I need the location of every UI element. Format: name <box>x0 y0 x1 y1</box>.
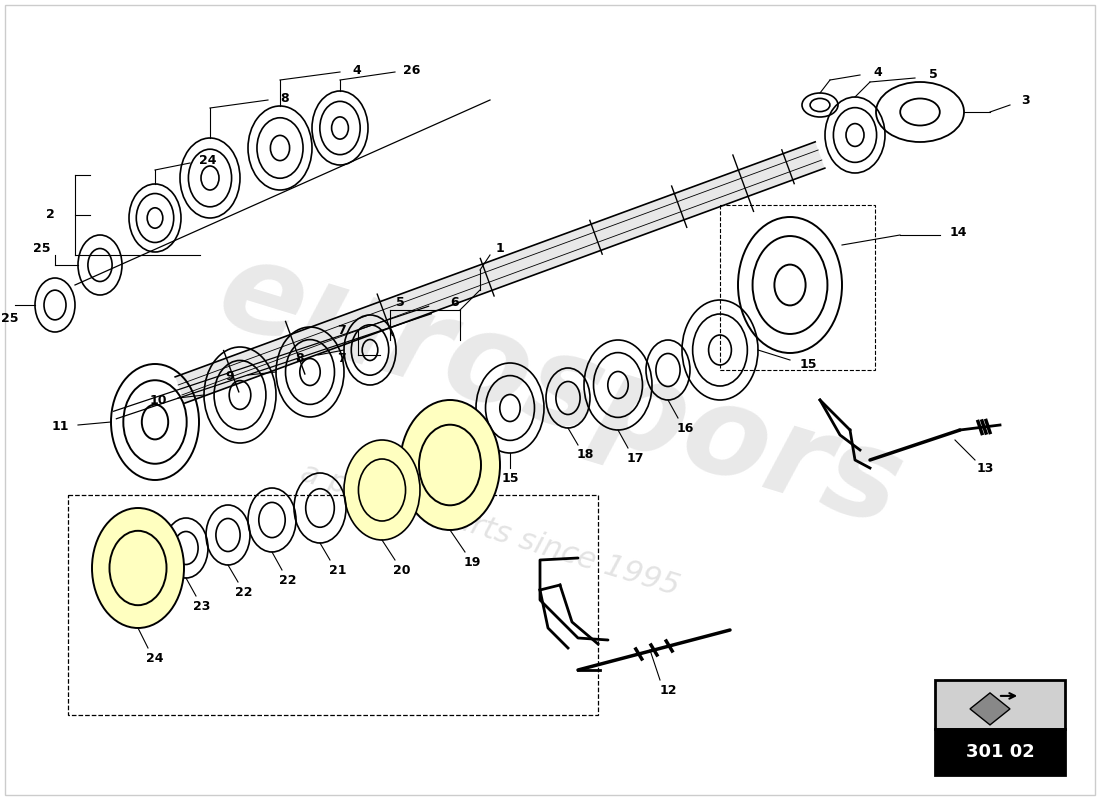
Bar <box>935 730 1065 775</box>
Text: 22: 22 <box>235 586 253 598</box>
Text: 9: 9 <box>226 370 234 383</box>
Text: 18: 18 <box>576 449 594 462</box>
Text: 6: 6 <box>451 297 460 310</box>
Ellipse shape <box>400 400 500 530</box>
Text: 25: 25 <box>1 311 19 325</box>
Text: 15: 15 <box>800 358 816 371</box>
Text: 7: 7 <box>338 351 346 365</box>
Text: 20: 20 <box>394 563 410 577</box>
Text: 4: 4 <box>873 66 882 78</box>
Text: 23: 23 <box>194 599 211 613</box>
Text: 8: 8 <box>296 351 305 365</box>
Text: 1: 1 <box>496 242 505 254</box>
Bar <box>720 205 874 370</box>
Text: 12: 12 <box>659 683 676 697</box>
Text: 24: 24 <box>199 154 217 166</box>
Text: 4: 4 <box>353 63 362 77</box>
Text: 2: 2 <box>46 209 55 222</box>
Text: 15: 15 <box>502 471 519 485</box>
Text: 3: 3 <box>1021 94 1030 106</box>
Text: 22: 22 <box>279 574 297 586</box>
Polygon shape <box>970 693 1010 725</box>
Text: 5: 5 <box>928 69 937 82</box>
Text: 11: 11 <box>52 421 68 434</box>
Bar <box>935 680 1065 730</box>
Text: 14: 14 <box>949 226 967 238</box>
Text: eurospors: eurospors <box>205 229 915 551</box>
Bar <box>68 495 598 715</box>
Text: 13: 13 <box>977 462 993 474</box>
Text: 26: 26 <box>404 63 420 77</box>
Text: 8: 8 <box>280 91 289 105</box>
Ellipse shape <box>344 440 420 540</box>
Text: 21: 21 <box>329 563 346 577</box>
Text: a part of parts since 1995: a part of parts since 1995 <box>297 458 683 602</box>
Ellipse shape <box>92 508 184 628</box>
Text: 19: 19 <box>463 555 481 569</box>
Text: 5: 5 <box>396 297 405 310</box>
Text: 24: 24 <box>146 651 164 665</box>
Text: 25: 25 <box>33 242 51 254</box>
Text: 301 02: 301 02 <box>966 743 1034 762</box>
Polygon shape <box>175 142 825 403</box>
Text: 17: 17 <box>626 451 644 465</box>
Text: 10: 10 <box>150 394 167 406</box>
Text: 7: 7 <box>338 323 346 337</box>
Text: 16: 16 <box>676 422 694 434</box>
